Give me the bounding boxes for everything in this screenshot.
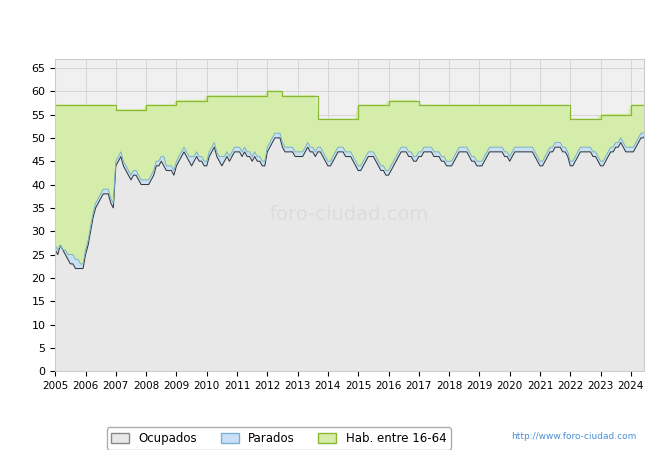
Legend: Ocupados, Parados, Hab. entre 16-64: Ocupados, Parados, Hab. entre 16-64	[107, 428, 451, 450]
Text: http://www.foro-ciudad.com: http://www.foro-ciudad.com	[512, 432, 637, 441]
Text: foro-ciudad.com: foro-ciudad.com	[270, 205, 429, 225]
Text: Uruenas - Evolucion de la poblacion en edad de Trabajar Mayo de 2024: Uruenas - Evolucion de la poblacion en e…	[87, 17, 563, 30]
